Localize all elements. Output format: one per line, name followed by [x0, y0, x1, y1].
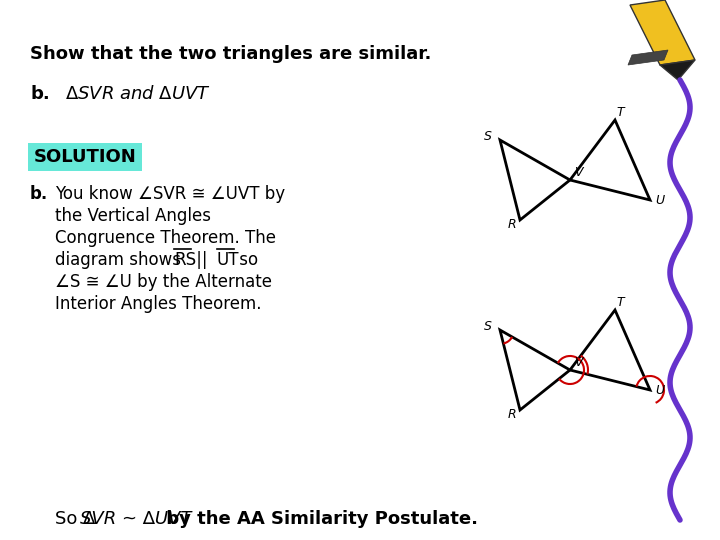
- Text: RS: RS: [174, 251, 196, 269]
- Text: V: V: [574, 355, 582, 368]
- Text: R: R: [508, 408, 516, 422]
- Polygon shape: [630, 0, 695, 65]
- Text: U: U: [655, 383, 665, 396]
- Text: SVR ~ ∆UVT: SVR ~ ∆UVT: [80, 510, 192, 528]
- Text: S: S: [484, 321, 492, 334]
- Text: the Vertical Angles: the Vertical Angles: [55, 207, 211, 225]
- Text: Show that the two triangles are similar.: Show that the two triangles are similar.: [30, 45, 431, 63]
- Text: diagram shows: diagram shows: [55, 251, 186, 269]
- Text: V: V: [574, 165, 582, 179]
- Text: R: R: [508, 219, 516, 232]
- Polygon shape: [660, 60, 695, 80]
- Text: Interior Angles Theorem.: Interior Angles Theorem.: [55, 295, 261, 313]
- Text: b.: b.: [30, 85, 50, 103]
- Text: SOLUTION: SOLUTION: [34, 148, 136, 166]
- Text: b.: b.: [30, 185, 48, 203]
- Text: ∠S ≅ ∠U by the Alternate: ∠S ≅ ∠U by the Alternate: [55, 273, 272, 291]
- Text: T: T: [616, 105, 624, 118]
- Text: so: so: [233, 251, 258, 269]
- Text: T: T: [616, 295, 624, 308]
- Text: So ∆: So ∆: [55, 510, 95, 528]
- Text: Congruence Theorem. The: Congruence Theorem. The: [55, 229, 276, 247]
- Text: S: S: [484, 131, 492, 144]
- Text: $\Delta SVR$ and $\Delta UVT$: $\Delta SVR$ and $\Delta UVT$: [65, 85, 211, 103]
- Text: by the AA Similarity Postulate.: by the AA Similarity Postulate.: [160, 510, 478, 528]
- Text: ||: ||: [191, 251, 207, 269]
- Text: You know ∠SVR ≅ ∠UVT by: You know ∠SVR ≅ ∠UVT by: [55, 185, 285, 203]
- FancyBboxPatch shape: [28, 143, 142, 171]
- Text: U: U: [655, 193, 665, 206]
- Polygon shape: [628, 50, 668, 65]
- Text: UT: UT: [217, 251, 239, 269]
